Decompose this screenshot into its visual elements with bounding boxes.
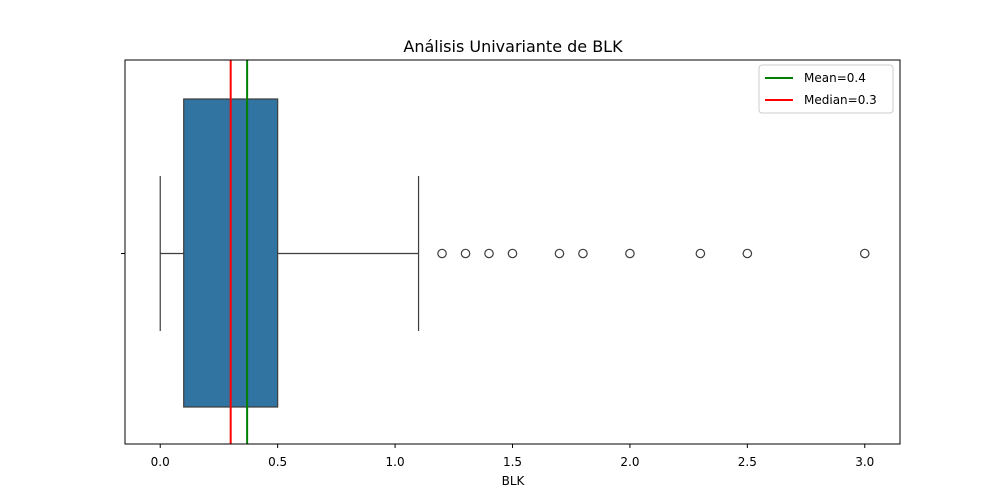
plot-area: 0.0 0.5 1.0 1.5 2.0 2.5 3.0: [121, 59, 901, 469]
outlier-point: [695, 248, 706, 259]
legend-mean-label: Mean=0.4: [804, 71, 866, 85]
x-tick-label: 0.5: [268, 455, 287, 469]
x-tick-label: 1.0: [386, 455, 405, 469]
chart-title: Análisis Univariante de BLK: [403, 37, 623, 56]
outlier-point: [859, 248, 870, 259]
outlier-point: [742, 248, 753, 259]
outlier-point: [625, 248, 635, 259]
x-tick-label: 2.5: [738, 455, 757, 469]
legend: Mean=0.4 Median=0.3: [758, 64, 894, 114]
outlier-point: [578, 248, 588, 259]
outlier-point: [484, 248, 494, 259]
legend-median-label: Median=0.3: [804, 93, 877, 107]
x-tick-label: 1.5: [503, 455, 522, 469]
outlier-point: [460, 248, 471, 259]
x-axis-label: BLK: [502, 474, 526, 488]
outlier-point: [507, 248, 518, 259]
x-tick-label: 2.0: [620, 455, 639, 469]
outlier-point: [437, 248, 447, 259]
x-tick-label: 0.0: [151, 455, 170, 469]
x-tick-label: 3.0: [855, 455, 874, 469]
outlier-point: [554, 248, 565, 259]
